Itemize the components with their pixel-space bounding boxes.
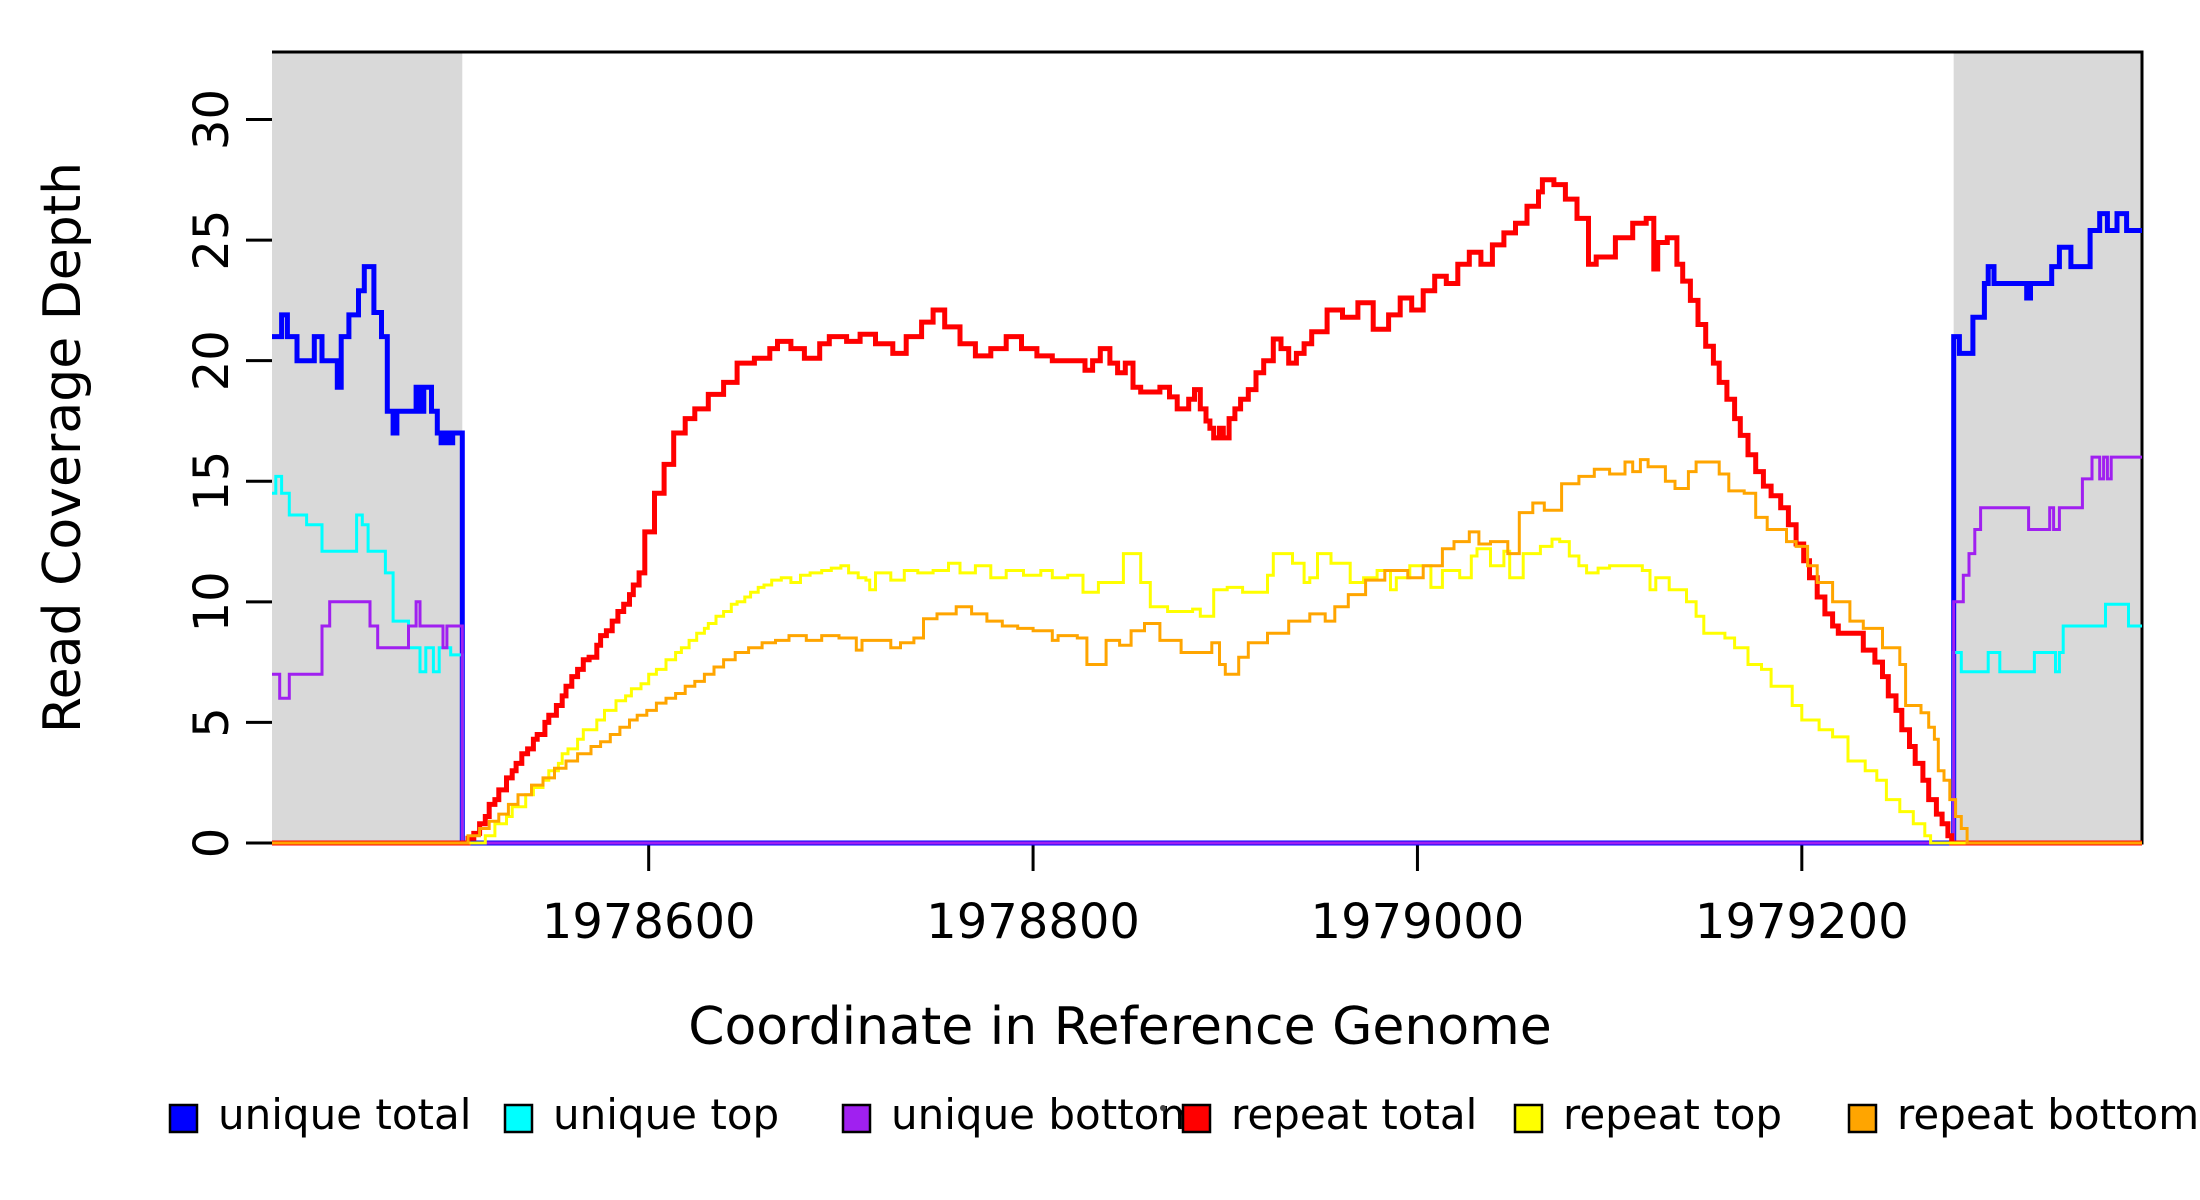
- series-unique-total: [272, 211, 2142, 846]
- x-axis-title: Coordinate in Reference Genome: [688, 997, 1552, 1057]
- series-repeat-bottom: [272, 458, 2142, 845]
- x-tick-label: 1979200: [1695, 894, 1909, 950]
- legend-swatch-unique-total: [168, 1103, 199, 1134]
- legend-swatch-repeat-bottom: [1847, 1103, 1878, 1134]
- x-tick-label: 1978600: [542, 894, 756, 950]
- series-unique-top: [272, 474, 2142, 845]
- series-repeat-total: [272, 177, 2142, 846]
- legend-label-repeat-top: repeat top: [1563, 1090, 1782, 1139]
- y-tick-label: 5: [184, 707, 240, 738]
- y-tick-label: 10: [184, 571, 240, 632]
- y-tick-label: 15: [184, 451, 240, 512]
- legend-swatch-unique-top: [503, 1103, 534, 1134]
- legend-swatch-repeat-top: [1513, 1103, 1544, 1134]
- legend-swatch-repeat-total: [1181, 1103, 1212, 1134]
- y-tick-label: 20: [184, 330, 240, 391]
- series-repeat-top: [272, 537, 2142, 845]
- y-tick-label: 0: [184, 828, 240, 859]
- legend-label-unique-total: unique total: [218, 1090, 471, 1139]
- legend-label-repeat-bottom: repeat bottom: [1897, 1090, 2199, 1139]
- legend-label-repeat-total: repeat total: [1231, 1090, 1477, 1139]
- y-tick-label: 25: [184, 210, 240, 271]
- y-tick-label: 30: [184, 89, 240, 150]
- legend-label-unique-bottom: unique bottom: [891, 1090, 1200, 1139]
- shaded-region-left: [272, 52, 463, 843]
- legend-swatch-unique-bottom: [841, 1103, 872, 1134]
- shaded-region-right: [1953, 52, 2142, 843]
- x-tick-label: 1979000: [1311, 894, 1525, 950]
- x-tick-label: 1978800: [926, 894, 1140, 950]
- series-unique-bottom: [272, 455, 2142, 845]
- y-axis-title: Read Coverage Depth: [33, 162, 93, 733]
- legend-label-unique-top: unique top: [553, 1090, 779, 1139]
- artifact-dot: [1160, 1105, 1166, 1111]
